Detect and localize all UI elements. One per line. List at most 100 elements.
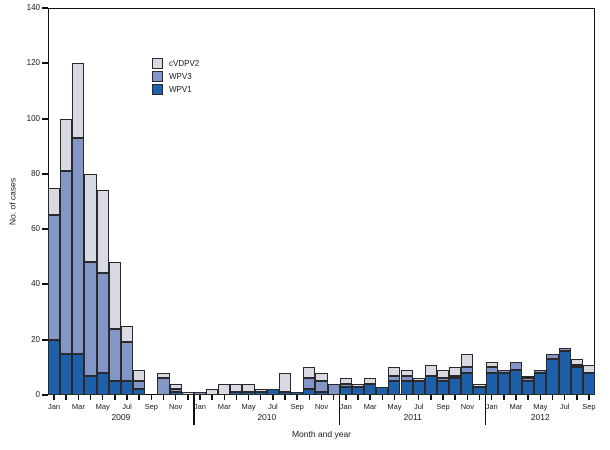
x-axis-tick: [345, 395, 347, 400]
bar-segment-cvdpv2: [206, 389, 219, 395]
bar-segment-wpv3: [400, 375, 413, 382]
x-axis-tick: [357, 395, 359, 400]
x-axis-tick: [247, 395, 250, 400]
x-axis-tick: [503, 395, 505, 400]
x-axis-tick: [296, 395, 298, 400]
x-axis-tick: [211, 395, 213, 400]
bar-segment-cvdpv2: [412, 378, 425, 382]
year-label: 2012: [530, 412, 550, 422]
bar-segment-cvdpv2: [461, 353, 474, 368]
x-axis-tick: [53, 395, 55, 400]
y-axis-tick: [42, 7, 48, 9]
bar-segment-cvdpv2: [400, 370, 413, 376]
x-axis-tick: [320, 395, 323, 400]
bar-segment-cvdpv2: [181, 392, 194, 395]
x-axis-tick: [174, 395, 177, 400]
y-axis-tick: [42, 394, 48, 396]
y-axis-title: No. of cases: [7, 177, 18, 226]
bar-segment-wpv1: [582, 372, 595, 395]
bar-segment-wpv1: [291, 392, 304, 395]
x-axis-tick: [478, 395, 481, 400]
bar-segment-wpv3: [388, 375, 401, 382]
legend-label-wpv1: WPV1: [169, 85, 192, 94]
x-axis-tick: [551, 395, 554, 400]
bar-segment-wpv1: [278, 392, 292, 395]
bar-segment-wpv1: [497, 372, 510, 395]
x-axis-tick: [150, 395, 153, 400]
x-axis-tick: [308, 395, 311, 400]
x-axis-tick: [417, 395, 420, 400]
x-axis-tick: [199, 395, 201, 400]
bar-segment-wpv1: [570, 367, 583, 395]
bar-segment-cvdpv2: [388, 367, 401, 376]
month-label: Jan: [193, 402, 206, 411]
y-axis-tick: [42, 283, 48, 286]
bar-segment-wpv1: [72, 353, 85, 395]
bar-segment-wpv1: [509, 370, 523, 395]
x-axis-tick: [259, 395, 262, 400]
bar-segment-wpv1: [266, 389, 279, 395]
bar-segment-wpv3: [120, 342, 134, 382]
x-axis-tick: [539, 395, 542, 400]
month-label: Mar: [71, 402, 85, 411]
bar-segment-wpv1: [449, 378, 462, 395]
x-axis-tick: [89, 395, 92, 400]
x-axis-tick: [381, 395, 384, 400]
bar-segment-wpv3: [534, 370, 547, 373]
bar-segment-wpv1: [169, 392, 182, 395]
year-label: 2009: [111, 412, 131, 422]
bar-segment-wpv1: [133, 389, 146, 395]
y-tick-label: 100: [26, 113, 40, 123]
legend-swatch-cvdpv2-icon: [152, 58, 163, 69]
bar-segment-wpv3: [72, 137, 85, 354]
bar-segment-wpv3: [48, 215, 61, 340]
year-label: 2010: [257, 412, 277, 422]
bar-segment-wpv1: [120, 381, 134, 395]
legend-item-wpv3: WPV3: [152, 70, 199, 83]
bar-segment-wpv3: [108, 328, 121, 382]
x-axis-tick: [162, 395, 165, 400]
legend-item-cvdpv2: cVDPV2: [152, 57, 199, 70]
x-axis-tick: [490, 395, 493, 400]
month-label: Mar: [217, 402, 231, 411]
bar-segment-wpv1: [364, 383, 377, 395]
bar-segment-cvdpv2: [582, 364, 595, 373]
y-axis-tick: [42, 62, 48, 65]
bar-segment-wpv1: [303, 389, 316, 395]
bar-segment-wpv1: [376, 386, 389, 395]
bar-segment-wpv1: [388, 381, 401, 395]
bar-segment-cvdpv2: [522, 375, 535, 379]
bar-segment-wpv3: [84, 262, 97, 376]
y-tick-label: 20: [31, 334, 40, 344]
bar-segment-wpv3: [157, 378, 170, 395]
y-axis-tick: [42, 172, 48, 175]
bar-segment-cvdpv2: [351, 383, 365, 387]
year-separator: [193, 395, 195, 425]
bar-segment-wpv1: [461, 372, 474, 395]
x-axis-tick: [527, 395, 529, 400]
bar-segment-wpv1: [534, 372, 547, 395]
bar-segment-wpv1: [108, 381, 121, 395]
x-axis-tick: [187, 395, 189, 400]
month-label: Nov: [168, 402, 183, 411]
bar-segment-wpv1: [522, 381, 535, 395]
bar-segment-cvdpv2: [120, 325, 134, 343]
bar-segment-cvdpv2: [364, 378, 377, 384]
bar-segment-cvdpv2: [254, 389, 267, 393]
bar-segment-cvdpv2: [485, 361, 498, 368]
bar-segment-cvdpv2: [424, 364, 437, 376]
y-tick-label: 140: [26, 3, 40, 12]
bar-segment-cvdpv2: [449, 367, 462, 376]
x-axis-tick: [466, 395, 469, 400]
bar-segment-cvdpv2: [169, 383, 182, 390]
y-tick-label: 120: [26, 58, 40, 68]
month-label: May: [387, 402, 402, 411]
month-label: Jan: [339, 402, 352, 411]
x-axis-tick: [430, 395, 432, 400]
x-axis-tick: [126, 395, 128, 400]
bar-segment-wpv3: [339, 383, 352, 387]
bar-segment-wpv3: [60, 171, 73, 354]
x-axis-tick: [138, 395, 140, 400]
y-axis-tick: [42, 228, 48, 231]
month-label: Sep: [436, 402, 450, 411]
